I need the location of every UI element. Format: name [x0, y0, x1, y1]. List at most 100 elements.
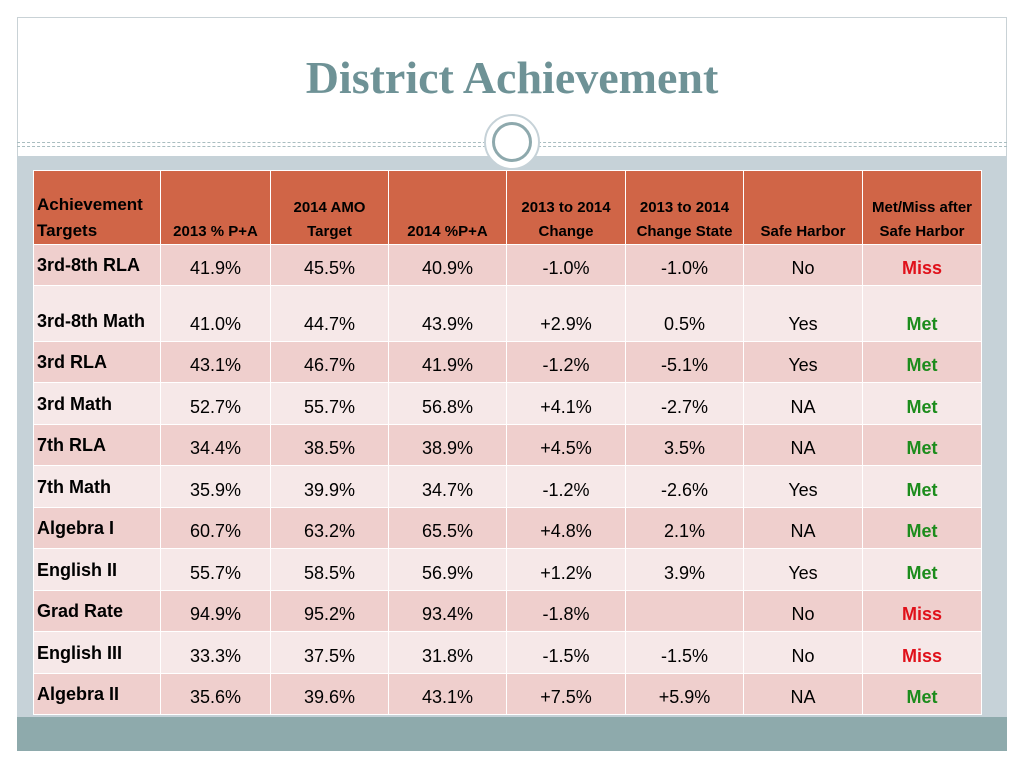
table-cell: Yes — [743, 465, 863, 508]
status-cell: Met — [862, 424, 982, 466]
table-cell: 3.9% — [625, 548, 744, 591]
table-cell: 58.5% — [270, 548, 389, 591]
table-row: Algebra I 60.7% 63.2% 65.5% +4.8% 2.1% NA Met — [33, 507, 982, 549]
target-name-cell: 3rd Math — [33, 382, 161, 425]
table-cell: 44.7% — [270, 285, 389, 342]
table-cell: 43.9% — [388, 285, 507, 342]
table-cell: 43.1% — [388, 673, 507, 715]
table-cell: 65.5% — [388, 507, 507, 549]
status-cell: Met — [862, 673, 982, 715]
table-cell: +1.2% — [506, 548, 626, 591]
table-row: 3rd-8th RLA 41.9% 45.5% 40.9% -1.0% -1.0% No Mi… — [33, 244, 982, 286]
table-cell: 94.9% — [160, 590, 271, 632]
table-row: 7th RLA 34.4% 38.5% 38.9% +4.5% 3.5% NA Met — [33, 424, 982, 466]
target-name-cell: 3rd-8th RLA — [33, 244, 161, 286]
slide-title: District Achievement — [305, 52, 719, 103]
table-cell: 41.9% — [388, 341, 507, 383]
table-cell: 3.5% — [625, 424, 744, 466]
table-cell: 43.1% — [160, 341, 271, 383]
footer-band — [17, 717, 1007, 751]
table-cell: 31.8% — [388, 631, 507, 674]
table-cell: 38.9% — [388, 424, 507, 466]
table-cell: 56.8% — [388, 382, 507, 425]
table-cell: NA — [743, 507, 863, 549]
header-change-state: 2013 to 2014 Change State — [625, 170, 744, 245]
table-cell: 39.9% — [270, 465, 389, 508]
table-cell: NA — [743, 673, 863, 715]
table-row: 7th Math 35.9% 39.9% 34.7% -1.2% -2.6% Yes Met — [33, 465, 982, 508]
circle-ornament — [484, 114, 540, 170]
header-2013-pa: 2013 % P+A — [160, 170, 271, 245]
table-cell: No — [743, 244, 863, 286]
table-cell: 37.5% — [270, 631, 389, 674]
table-cell: 38.5% — [270, 424, 389, 466]
table-cell: 45.5% — [270, 244, 389, 286]
header-safe-harbor: Safe Harbor — [743, 170, 863, 245]
table-cell: 55.7% — [160, 548, 271, 591]
status-cell: Miss — [862, 244, 982, 286]
table-cell: Yes — [743, 341, 863, 383]
table-row: Algebra II 35.6% 39.6% 43.1% +7.5% +5.9% NA Met — [33, 673, 982, 715]
table-cell: -2.7% — [625, 382, 744, 425]
header-achievement-targets: Achievement Targets — [33, 170, 161, 245]
status-cell: Met — [862, 548, 982, 591]
table-cell: -1.8% — [506, 590, 626, 632]
table-cell: +7.5% — [506, 673, 626, 715]
table-row: English III 33.3% 37.5% 31.8% -1.5% -1.5% No Mi… — [33, 631, 982, 674]
table-cell: -1.2% — [506, 465, 626, 508]
target-name-cell: 3rd RLA — [33, 341, 161, 383]
table-cell: +5.9% — [625, 673, 744, 715]
status-cell: Met — [862, 382, 982, 425]
table-cell: 41.9% — [160, 244, 271, 286]
target-name-cell: Algebra II — [33, 673, 161, 715]
table-body: 3rd-8th RLA 41.9% 45.5% 40.9% -1.0% -1.0% No Mi… — [33, 244, 982, 715]
table-cell: 34.7% — [388, 465, 507, 508]
table-row: Grad Rate 94.9% 95.2% 93.4% -1.8% No Miss — [33, 590, 982, 632]
status-cell: Miss — [862, 590, 982, 632]
table-cell: NA — [743, 382, 863, 425]
table-cell: 63.2% — [270, 507, 389, 549]
table-cell: -1.5% — [625, 631, 744, 674]
target-name-cell: Algebra I — [33, 507, 161, 549]
header-2014-amo-target: 2014 AMO Target — [270, 170, 389, 245]
table-cell: 2.1% — [625, 507, 744, 549]
table-cell: NA — [743, 424, 863, 466]
target-name-cell: 7th RLA — [33, 424, 161, 466]
status-cell: Met — [862, 285, 982, 342]
table-cell: 33.3% — [160, 631, 271, 674]
table-cell: No — [743, 631, 863, 674]
target-name-cell: 3rd-8th Math — [33, 285, 161, 342]
table-cell: 39.6% — [270, 673, 389, 715]
table-cell: -1.5% — [506, 631, 626, 674]
header-change: 2013 to 2014 Change — [506, 170, 626, 245]
table-cell: +4.8% — [506, 507, 626, 549]
table-row: English II 55.7% 58.5% 56.9% +1.2% 3.9% Yes Met — [33, 548, 982, 591]
table-cell — [625, 590, 744, 632]
table-cell: 35.6% — [160, 673, 271, 715]
status-cell: Miss — [862, 631, 982, 674]
table-header-row: Achievement Targets 2013 % P+A 2014 AMO … — [33, 170, 982, 245]
table-cell: 60.7% — [160, 507, 271, 549]
header-met-miss: Met/Miss after Safe Harbor — [862, 170, 982, 245]
target-name-cell: English III — [33, 631, 161, 674]
table-cell: No — [743, 590, 863, 632]
status-cell: Met — [862, 507, 982, 549]
table-cell: -1.0% — [506, 244, 626, 286]
target-name-cell: Grad Rate — [33, 590, 161, 632]
table-cell: 93.4% — [388, 590, 507, 632]
table-cell: +4.1% — [506, 382, 626, 425]
table-cell: -2.6% — [625, 465, 744, 508]
table-cell: -1.0% — [625, 244, 744, 286]
status-cell: Met — [862, 465, 982, 508]
table-cell: +4.5% — [506, 424, 626, 466]
target-name-cell: 7th Math — [33, 465, 161, 508]
table-cell: Yes — [743, 548, 863, 591]
table-cell: 40.9% — [388, 244, 507, 286]
achievement-table: Achievement Targets 2013 % P+A 2014 AMO … — [33, 170, 982, 715]
table-cell: 55.7% — [270, 382, 389, 425]
table-cell: 41.0% — [160, 285, 271, 342]
circle-ornament-ring — [492, 122, 532, 162]
table-cell: 46.7% — [270, 341, 389, 383]
table-cell: 34.4% — [160, 424, 271, 466]
table-cell: 0.5% — [625, 285, 744, 342]
